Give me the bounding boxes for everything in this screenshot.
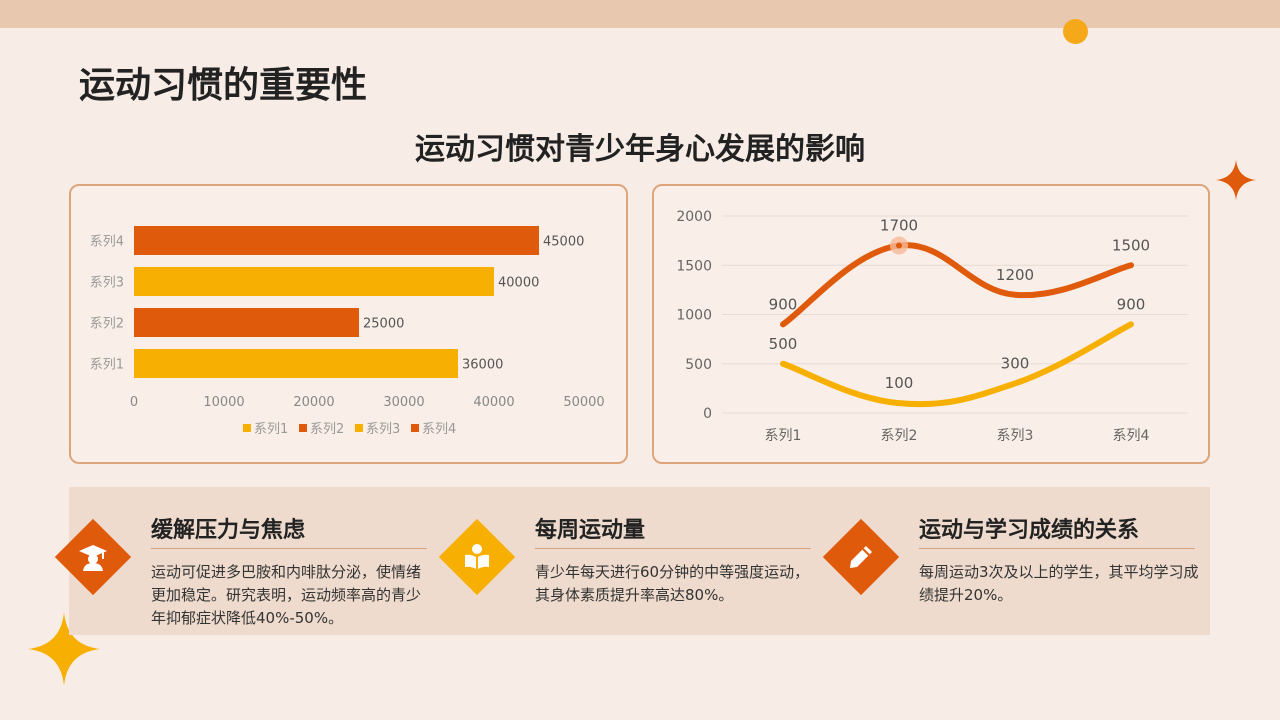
data-label: 1500 — [1112, 236, 1150, 254]
info-card-weekly-exercise: 每周运动量 青少年每天进行60分钟的中等强度运动，其身体素质提升率高达80%。 — [438, 487, 830, 635]
x-tick-label: 0 — [130, 395, 138, 410]
legend-swatch — [299, 424, 307, 432]
card-title: 每周运动量 — [535, 518, 646, 543]
y-tick-label: 500 — [685, 357, 712, 373]
x-tick-label: 50000 — [563, 395, 604, 410]
data-label: 300 — [1001, 354, 1030, 372]
data-label: 100 — [885, 374, 914, 392]
y-tick-label: 0 — [703, 406, 712, 422]
bar — [134, 308, 359, 337]
decorative-dot — [1063, 19, 1088, 44]
legend-label: 系列1 — [254, 422, 288, 437]
y-tick-label: 系列1 — [90, 358, 124, 373]
card-text: 每周运动3次及以上的学生，其平均学习成绩提升20%。 — [919, 563, 1199, 604]
bar — [134, 267, 494, 296]
legend-label: 系列2 — [310, 422, 344, 437]
bar-chart: 36000 系列1 25000 系列2 40000 系列3 45000 系列4 0 10000 20… — [90, 226, 605, 437]
x-tick-label: 30000 — [383, 395, 424, 410]
bar-data-label: 36000 — [462, 358, 503, 373]
bar-data-label: 40000 — [498, 276, 539, 291]
bar-data-label: 25000 — [363, 317, 404, 332]
bar — [134, 349, 458, 378]
info-card-stress: 缓解压力与焦虑 运动可促进多巴胺和内啡肽分泌，使情绪更加稳定。研究表明，运动频率… — [54, 487, 446, 635]
data-label: 1700 — [880, 217, 918, 235]
bar — [134, 226, 539, 255]
y-tick-label: 系列3 — [90, 276, 124, 291]
bar-data-label: 45000 — [543, 235, 584, 250]
data-label: 500 — [769, 335, 798, 353]
pencil-icon — [841, 537, 881, 577]
line-chart: 0 500 1000 1500 2000 系列1 系列2 系列3 系列4 900 1700 1200 1… — [676, 209, 1188, 444]
series-line — [780, 321, 1134, 408]
data-label: 900 — [769, 295, 798, 313]
x-tick-label: 系列1 — [765, 428, 802, 444]
card-divider — [919, 548, 1195, 549]
line-chart-panel: 0 500 1000 1500 2000 系列1 系列2 系列3 系列4 900 1700 1200 1… — [652, 184, 1210, 464]
x-tick-label: 10000 — [203, 395, 244, 410]
x-tick-label: 系列3 — [997, 428, 1034, 444]
data-point — [896, 242, 902, 249]
sparkle-icon-orange — [1216, 160, 1256, 200]
y-tick-label: 系列2 — [90, 317, 124, 332]
top-band — [0, 0, 1280, 28]
legend-swatch — [243, 424, 251, 432]
card-text: 青少年每天进行60分钟的中等强度运动，其身体素质提升率高达80%。 — [535, 563, 810, 604]
card-title: 缓解压力与焦虑 — [151, 518, 306, 543]
legend-label: 系列3 — [366, 422, 400, 437]
y-tick-label: 2000 — [676, 209, 712, 225]
legend-swatch — [411, 424, 419, 432]
x-tick-label: 20000 — [293, 395, 334, 410]
y-tick-label: 1000 — [676, 308, 712, 324]
sparkle-icon-yellow — [28, 612, 100, 686]
info-card-study-performance: 运动与学习成绩的关系 每周运动3次及以上的学生，其平均学习成绩提升20%。 — [822, 487, 1214, 635]
card-divider — [535, 548, 811, 549]
data-label: 900 — [1117, 295, 1146, 313]
x-tick-label: 系列2 — [881, 428, 918, 444]
y-tick-label: 系列4 — [90, 235, 124, 250]
bar-chart-panel: 36000 系列1 25000 系列2 40000 系列3 45000 系列4 0 10000 20… — [69, 184, 628, 464]
y-tick-label: 1500 — [676, 258, 712, 274]
x-tick-label: 40000 — [473, 395, 514, 410]
chart-section-title: 运动习惯对青少年身心发展的影响 — [415, 132, 865, 167]
card-text: 运动可促进多巴胺和内啡肽分泌，使情绪更加稳定。研究表明，运动频率高的青少年抑郁症… — [151, 563, 422, 627]
reading-icon — [457, 537, 497, 577]
legend-label: 系列4 — [422, 422, 456, 437]
card-title: 运动与学习成绩的关系 — [919, 518, 1140, 543]
legend-swatch — [355, 424, 363, 432]
graduate-icon — [73, 537, 113, 577]
x-tick-label: 系列4 — [1113, 428, 1150, 444]
data-label: 1200 — [996, 266, 1034, 284]
card-divider — [151, 548, 427, 549]
series-line — [780, 242, 1134, 328]
info-band — [69, 487, 1210, 635]
page-title: 运动习惯的重要性 — [79, 65, 368, 106]
